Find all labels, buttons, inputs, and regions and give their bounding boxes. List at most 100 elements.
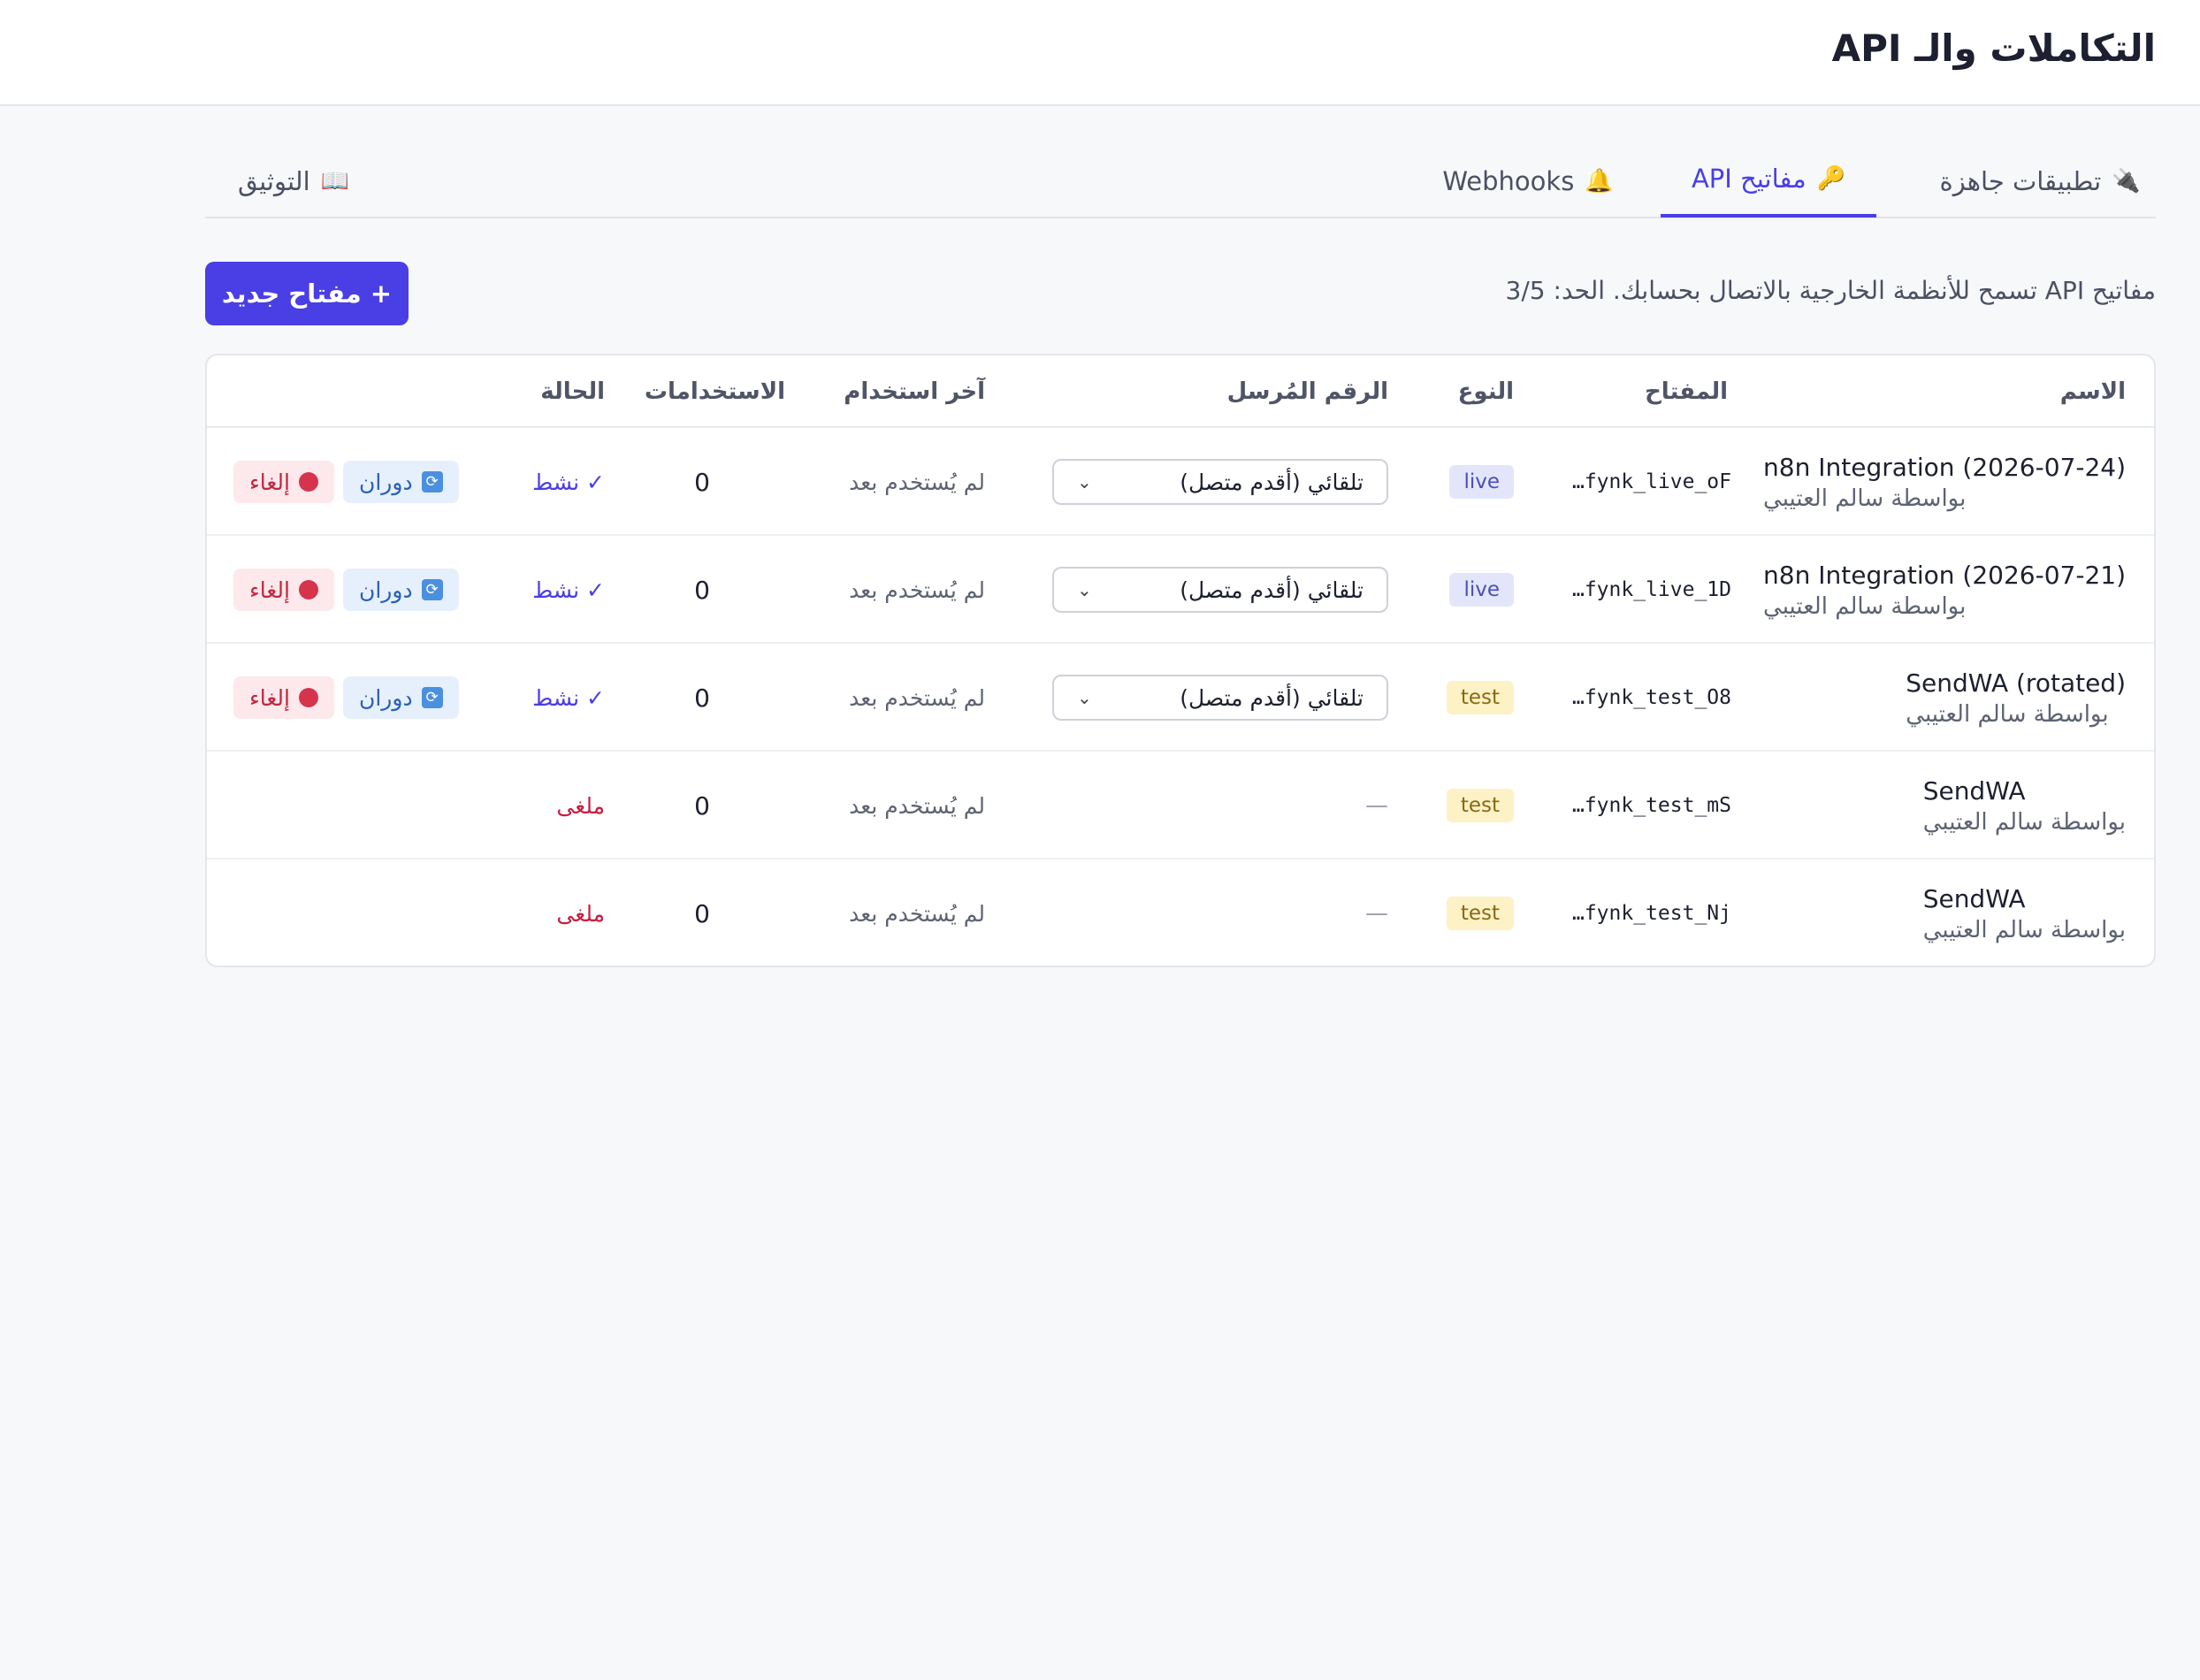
cancel-button[interactable]: إلغاء bbox=[233, 461, 334, 503]
uses-count: 0 bbox=[694, 683, 710, 713]
chevron-down-icon: ⌄ bbox=[1077, 579, 1092, 600]
last-used: لم يُستخدم بعد bbox=[849, 577, 985, 603]
sender-select[interactable]: تلقائي (أقدم متصل) ⌄ bbox=[1052, 567, 1388, 613]
sender-select-value: تلقائي (أقدم متصل) bbox=[1180, 684, 1364, 711]
status-text: ملغى bbox=[556, 792, 605, 819]
type-cell: live bbox=[1449, 428, 1514, 536]
rotate-button[interactable]: ⟳ دوران bbox=[343, 676, 459, 719]
header-last-used: آخر استخدام bbox=[844, 378, 985, 405]
tab-label: مفاتيح API bbox=[1691, 164, 1807, 194]
cancel-label: إلغاء bbox=[249, 469, 290, 495]
created-by: بواسطة سالم العتيبي bbox=[1763, 485, 1967, 512]
bell-icon: 🔔 bbox=[1585, 167, 1614, 195]
tab-bar: 🔌 تطبيقات جاهزة 🔑 مفاتيح API 🔔 Webhooks … bbox=[205, 143, 2156, 218]
type-badge: live bbox=[1449, 573, 1514, 607]
table-header: الاسم المفتاح النوع الرقم المُرسل آخر اس… bbox=[207, 355, 2154, 428]
table-row: SendWA بواسطة سالم العتيبي fynk_test_mS…… bbox=[207, 752, 2154, 859]
key-name: SendWA bbox=[1922, 775, 2026, 806]
sender-select[interactable]: تلقائي (أقدم متصل) ⌄ bbox=[1052, 459, 1388, 505]
sender-cell: — bbox=[1365, 752, 1388, 859]
type-badge: test bbox=[1446, 789, 1514, 822]
header-key: المفتاح bbox=[1645, 378, 1728, 405]
cancel-button[interactable]: إلغاء bbox=[233, 676, 334, 719]
sender-cell: تلقائي (أقدم متصل) ⌄ bbox=[1052, 428, 1388, 536]
status-text: ✓ نشط bbox=[532, 469, 605, 495]
key-value: fynk_test_Nj… bbox=[1571, 902, 1731, 925]
sender-empty: — bbox=[1365, 900, 1388, 927]
sender-empty: — bbox=[1365, 792, 1388, 819]
tab-label: التوثيق bbox=[238, 165, 310, 196]
new-key-label: مفتاح جديد bbox=[221, 279, 362, 309]
last-used: لم يُستخدم بعد bbox=[849, 684, 985, 711]
sender-select[interactable]: تلقائي (أقدم متصل) ⌄ bbox=[1052, 675, 1388, 721]
row-actions: ⟳ دوران إلغاء bbox=[233, 536, 459, 644]
uses-count: 0 bbox=[694, 898, 710, 928]
row-actions: ⟳ دوران إلغاء bbox=[233, 644, 459, 752]
top-bar: التكاملات والـ API bbox=[0, 0, 2200, 106]
tab-api-keys[interactable]: 🔑 مفاتيح API bbox=[1661, 143, 1876, 218]
header-name: الاسم bbox=[2059, 378, 2126, 405]
type-badge: test bbox=[1446, 897, 1514, 930]
table-row: n8n Integration (2026-07-21) بواسطة سالم… bbox=[207, 536, 2154, 644]
header-type: النوع bbox=[1457, 378, 1514, 405]
type-cell: test bbox=[1446, 859, 1514, 966]
created-by: بواسطة سالم العتيبي bbox=[1763, 592, 1967, 620]
tab-docs[interactable]: 📖 التوثيق bbox=[205, 143, 382, 218]
rotate-icon: ⟳ bbox=[421, 471, 443, 493]
header-sender: الرقم المُرسل bbox=[1226, 378, 1388, 405]
tab-label: Webhooks bbox=[1442, 165, 1575, 196]
key-value: fynk_live_1D… bbox=[1571, 578, 1731, 601]
rotate-button[interactable]: ⟳ دوران bbox=[343, 569, 459, 611]
uses-count: 0 bbox=[694, 467, 710, 497]
name-cell: n8n Integration (2026-07-24) بواسطة سالم… bbox=[1763, 428, 2126, 536]
row-actions: ⟳ دوران إلغاء bbox=[233, 428, 459, 536]
key-value: fynk_test_mS… bbox=[1571, 794, 1731, 817]
key-name: SendWA bbox=[1922, 883, 2026, 913]
name-cell: SendWA بواسطة سالم العتيبي bbox=[1922, 859, 2126, 966]
rotate-label: دوران bbox=[359, 684, 413, 711]
tab-label: تطبيقات جاهزة bbox=[1939, 165, 2102, 196]
type-cell: live bbox=[1449, 536, 1514, 644]
api-keys-description: مفاتيح API تسمح للأنظمة الخارجية بالاتصا… bbox=[1505, 276, 2156, 305]
tab-ready-apps[interactable]: 🔌 تطبيقات جاهزة bbox=[1924, 143, 2156, 218]
sender-cell: تلقائي (أقدم متصل) ⌄ bbox=[1052, 536, 1388, 644]
key-name: n8n Integration (2026-07-24) bbox=[1763, 452, 2126, 482]
uses-count: 0 bbox=[694, 790, 710, 821]
stop-icon bbox=[299, 580, 318, 599]
last-used: لم يُستخدم بعد bbox=[849, 469, 985, 495]
last-used: لم يُستخدم بعد bbox=[849, 900, 985, 927]
rotate-label: دوران bbox=[359, 469, 413, 495]
key-name: SendWA (rotated) bbox=[1906, 668, 2126, 698]
header-status: الحالة bbox=[540, 378, 605, 405]
table-row: n8n Integration (2026-07-24) بواسطة سالم… bbox=[207, 428, 2154, 536]
uses-count: 0 bbox=[694, 575, 710, 605]
cancel-button[interactable]: إلغاء bbox=[233, 569, 334, 611]
api-keys-table: الاسم المفتاح النوع الرقم المُرسل آخر اس… bbox=[205, 354, 2156, 967]
plug-icon: 🔌 bbox=[2112, 167, 2141, 195]
key-value: fynk_test_O8… bbox=[1571, 686, 1731, 709]
created-by: بواسطة سالم العتيبي bbox=[1906, 700, 2109, 728]
created-by: بواسطة سالم العتيبي bbox=[1922, 916, 2126, 943]
name-cell: SendWA (rotated) بواسطة سالم العتيبي bbox=[1906, 644, 2126, 752]
chevron-down-icon: ⌄ bbox=[1077, 471, 1092, 493]
table-row: SendWA بواسطة سالم العتيبي fynk_test_Nj…… bbox=[207, 859, 2154, 966]
type-badge: test bbox=[1446, 681, 1514, 714]
status-text: ✓ نشط bbox=[532, 684, 605, 711]
rotate-label: دوران bbox=[359, 577, 413, 603]
new-key-button[interactable]: + مفتاح جديد bbox=[205, 262, 409, 325]
tab-webhooks[interactable]: 🔔 Webhooks bbox=[1440, 143, 1616, 218]
type-cell: test bbox=[1446, 752, 1514, 859]
sender-cell: تلقائي (أقدم متصل) ⌄ bbox=[1052, 644, 1388, 752]
stop-icon bbox=[299, 472, 318, 492]
header-uses: الاستخدامات bbox=[644, 378, 785, 405]
sender-select-value: تلقائي (أقدم متصل) bbox=[1180, 577, 1364, 603]
plus-icon: + bbox=[370, 279, 393, 309]
key-icon: 🔑 bbox=[1816, 165, 1846, 192]
cancel-label: إلغاء bbox=[249, 577, 290, 603]
created-by: بواسطة سالم العتيبي bbox=[1922, 808, 2126, 836]
name-cell: n8n Integration (2026-07-21) بواسطة سالم… bbox=[1763, 536, 2126, 644]
rotate-button[interactable]: ⟳ دوران bbox=[343, 461, 459, 503]
name-cell: SendWA بواسطة سالم العتيبي bbox=[1923, 752, 2126, 859]
chevron-down-icon: ⌄ bbox=[1077, 687, 1092, 708]
status-text: ملغى bbox=[556, 900, 605, 927]
